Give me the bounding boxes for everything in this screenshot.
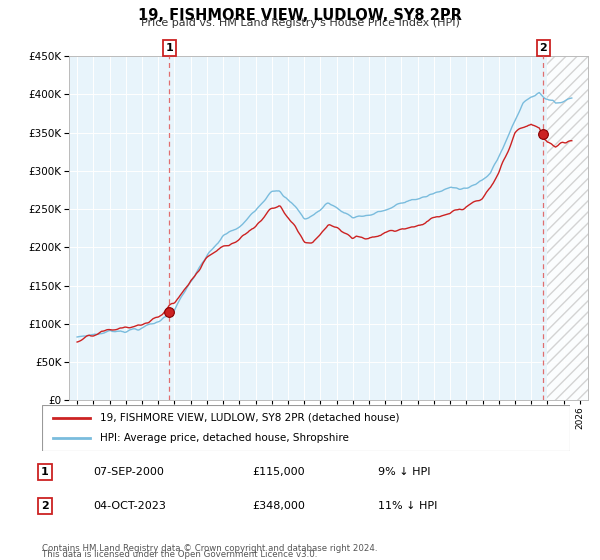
Text: 1: 1 (166, 43, 173, 53)
Text: 9% ↓ HPI: 9% ↓ HPI (378, 467, 431, 477)
Text: Contains HM Land Registry data © Crown copyright and database right 2024.: Contains HM Land Registry data © Crown c… (42, 544, 377, 553)
Text: 07-SEP-2000: 07-SEP-2000 (93, 467, 164, 477)
Polygon shape (547, 56, 588, 400)
Text: 19, FISHMORE VIEW, LUDLOW, SY8 2PR (detached house): 19, FISHMORE VIEW, LUDLOW, SY8 2PR (deta… (100, 413, 400, 423)
Text: 04-OCT-2023: 04-OCT-2023 (93, 501, 166, 511)
Text: This data is licensed under the Open Government Licence v3.0.: This data is licensed under the Open Gov… (42, 550, 317, 559)
Text: 2: 2 (41, 501, 49, 511)
Text: £115,000: £115,000 (252, 467, 305, 477)
Text: 19, FISHMORE VIEW, LUDLOW, SY8 2PR: 19, FISHMORE VIEW, LUDLOW, SY8 2PR (138, 8, 462, 24)
Text: 1: 1 (41, 467, 49, 477)
Text: HPI: Average price, detached house, Shropshire: HPI: Average price, detached house, Shro… (100, 433, 349, 443)
Text: 11% ↓ HPI: 11% ↓ HPI (378, 501, 437, 511)
Text: Price paid vs. HM Land Registry's House Price Index (HPI): Price paid vs. HM Land Registry's House … (140, 18, 460, 29)
Text: 2: 2 (539, 43, 547, 53)
Text: £348,000: £348,000 (252, 501, 305, 511)
